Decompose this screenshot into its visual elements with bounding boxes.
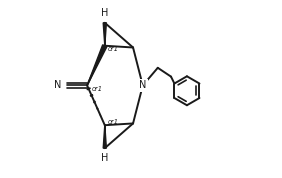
Text: or1: or1	[107, 46, 118, 52]
Text: N: N	[139, 80, 146, 90]
Text: or1: or1	[107, 119, 118, 125]
Text: N: N	[54, 80, 61, 90]
Text: H: H	[101, 8, 109, 18]
Text: H: H	[101, 153, 109, 163]
Polygon shape	[87, 45, 107, 85]
Polygon shape	[103, 125, 106, 148]
Text: or1: or1	[92, 86, 103, 92]
Polygon shape	[103, 23, 106, 46]
